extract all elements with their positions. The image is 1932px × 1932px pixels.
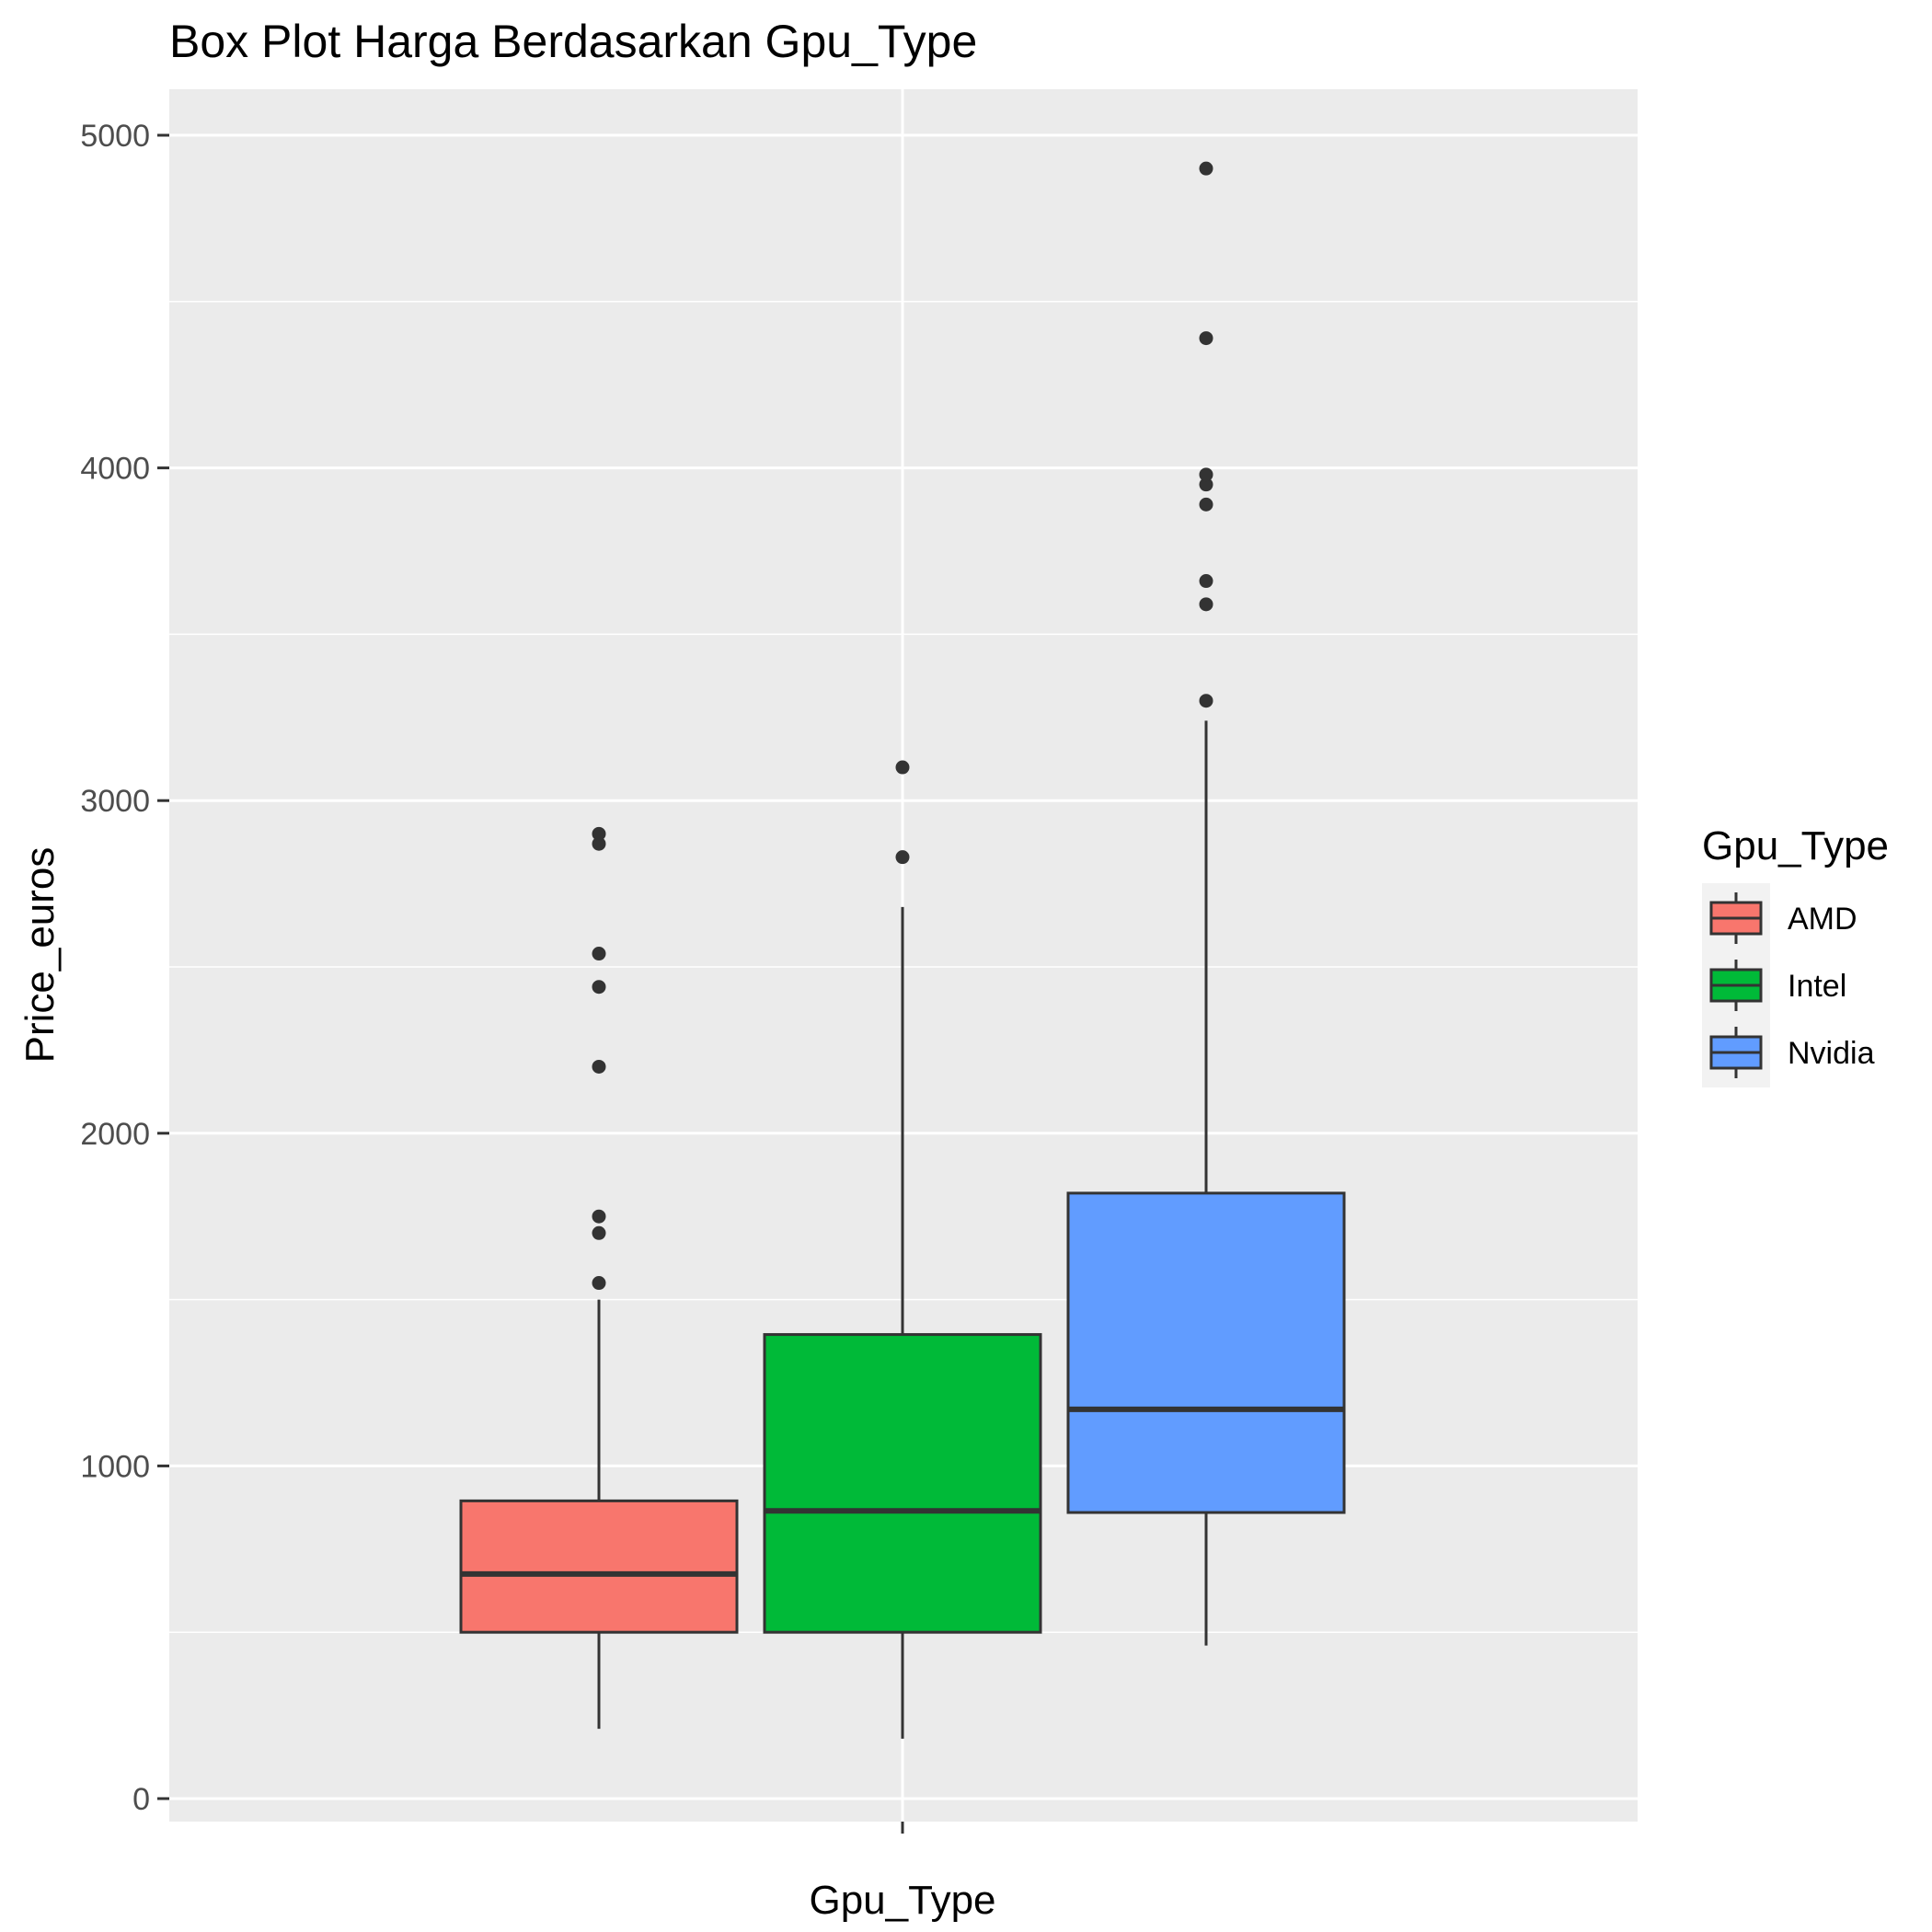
outlier-point: [592, 947, 606, 961]
outlier-point: [1199, 477, 1213, 492]
outlier-point: [1199, 597, 1213, 612]
outlier-point: [1199, 467, 1213, 482]
y-axis-title: Price_euros: [17, 847, 63, 1064]
legend-item-nvidia: Nvidia: [1709, 1027, 1875, 1078]
outlier-point: [592, 1059, 606, 1074]
y-tick-label: 0: [132, 1782, 150, 1817]
outlier-point: [1199, 694, 1213, 708]
legend-label: Intel: [1788, 969, 1846, 1004]
legend: Gpu_Type AMD Intel Nvidia: [1702, 823, 1889, 1087]
outlier-point: [592, 826, 606, 841]
y-tick-label: 2000: [80, 1117, 150, 1152]
legend-item-intel: Intel: [1709, 960, 1846, 1011]
outlier-point: [592, 1209, 606, 1224]
outlier-point: [1199, 331, 1213, 346]
chart-title: Box Plot Harga Berdasarkan Gpu_Type: [169, 16, 977, 67]
iqr-box: [763, 1333, 1042, 1634]
outlier-point: [895, 760, 910, 775]
outlier-point: [592, 980, 606, 995]
box-series: [459, 161, 1346, 1739]
y-tick-label: 3000: [80, 784, 150, 819]
iqr-box: [459, 1499, 739, 1634]
outlier-point: [592, 1276, 606, 1291]
iqr-box: [1066, 1191, 1346, 1514]
legend-label: Nvidia: [1788, 1036, 1875, 1071]
outlier-point: [592, 1225, 606, 1240]
legend-item-amd: AMD: [1709, 892, 1857, 944]
y-tick-label: 1000: [80, 1449, 150, 1484]
box-nvidia: [1066, 161, 1346, 1646]
outlier-point: [592, 836, 606, 851]
y-tick-label: 5000: [80, 119, 150, 154]
legend-label: AMD: [1788, 902, 1857, 937]
outlier-point: [1199, 161, 1213, 176]
legend-title: Gpu_Type: [1702, 823, 1889, 868]
y-axis: 0 1000 2000 3000 4000 5000: [80, 119, 169, 1817]
box-intel: [763, 760, 1042, 1739]
outlier-point: [895, 850, 910, 865]
box-amd: [459, 826, 739, 1730]
outlier-point: [1199, 497, 1213, 512]
y-tick-label: 4000: [80, 452, 150, 487]
outlier-point: [1199, 574, 1213, 589]
x-axis-title: Gpu_Type: [809, 1878, 995, 1923]
